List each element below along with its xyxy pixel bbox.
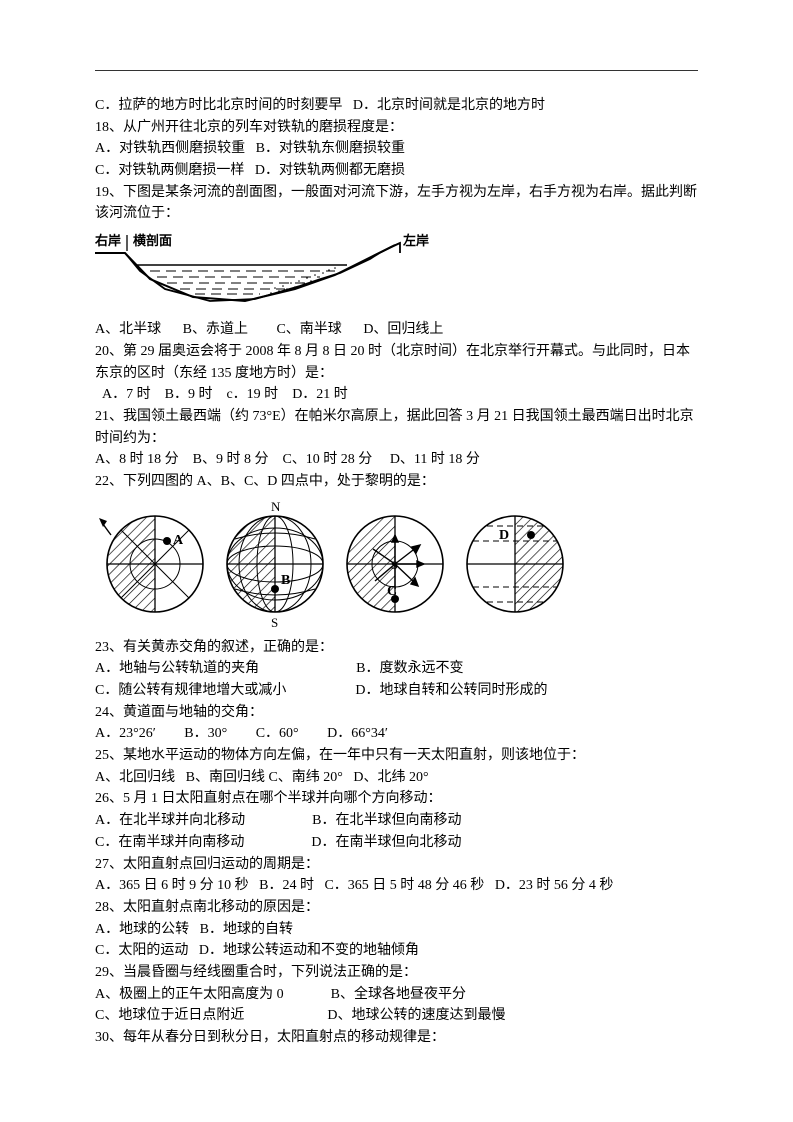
q17-opt-d: D．北京时间就是北京的地方时 xyxy=(353,98,545,113)
q29-opts-r1: A、极圈上的正午太阳高度为 0 B、全球各地昼夜平分 xyxy=(95,984,698,1006)
q24-options: A．23°26′ B．30° C．60° D．66°34′ xyxy=(95,723,698,745)
globe-d: D xyxy=(467,516,563,612)
q26-opts-r1: A．在北半球并向北移动 B．在北半球但向南移动 xyxy=(95,810,698,832)
q30-stem: 30、每年从春分日到秋分日，太阳直射点的移动规律是： xyxy=(95,1027,698,1049)
q21-stem: 21、我国领土最西端（约 73°E）在帕米尔高原上，据此回答 3 月 21 日我… xyxy=(95,406,698,449)
q27-opt-d: D．23 时 56 分 4 秒 xyxy=(495,878,614,893)
q26-opts-r2: C．在南半球并向南移动 D．在南半球但向北移动 xyxy=(95,832,698,854)
q18-opt-b: B．对铁轨东侧磨损较重 xyxy=(256,141,405,156)
q27-opt-b: B．24 时 xyxy=(259,878,314,893)
q29-stem: 29、当晨昏圈与经线圈重合时，下列说法正确的是： xyxy=(95,962,698,984)
label-d: D xyxy=(499,528,509,543)
q17-opt-c: C．拉萨的地方时比北京时间的时刻要早 xyxy=(95,98,342,113)
river-bank-left-line xyxy=(95,243,400,301)
label-center-s: S xyxy=(391,558,398,572)
q27-stem: 27、太阳直射点回归运动的周期是： xyxy=(95,854,698,876)
q29-opt-b: B、全球各地昼夜平分 xyxy=(331,987,466,1002)
q19-opt-c: C、南半球 xyxy=(276,322,341,337)
q28-opts-r1: A．地球的公转 B．地球的自转 xyxy=(95,919,698,941)
q18-opt-d: D．对铁轨两侧都无磨损 xyxy=(255,163,405,178)
q24-opt-c: C．60° xyxy=(256,726,299,741)
q23-opts-r1: A．地轴与公转轨道的夹角 B．度数永远不变 xyxy=(95,658,698,680)
river-svg: 右岸 横剖面 左岸 xyxy=(95,231,435,311)
q18-stem: 18、从广州开往北京的列车对铁轨的磨损程度是： xyxy=(95,117,698,139)
q27-opt-a: A．365 日 6 时 9 分 10 秒 xyxy=(95,878,249,893)
q29-opts-r2: C、地球位于近日点附近 D、地球公转的速度达到最慢 xyxy=(95,1005,698,1027)
q24-opt-d: D．66°34′ xyxy=(327,726,388,741)
q20-options: A．7 时 B．9 时 c．19 时 D．21 时 xyxy=(95,384,698,406)
label-a: A xyxy=(173,533,184,548)
q24-opt-b: B．30° xyxy=(184,726,227,741)
q28-opt-b: B．地球的自转 xyxy=(200,922,293,937)
q20-opt-d: D．21 时 xyxy=(292,387,348,402)
q24-stem: 24、黄道面与地轴的交角： xyxy=(95,702,698,724)
q26-opt-b: B．在北半球但向南移动 xyxy=(312,813,461,828)
q25-opt-c: C、南纬 20° xyxy=(268,770,342,785)
content: C．拉萨的地方时比北京时间的时刻要早 D．北京时间就是北京的地方时 18、从广州… xyxy=(95,70,698,1049)
q26-opt-a: A．在北半球并向北移动 xyxy=(95,813,245,828)
q25-opt-a: A、北回归线 xyxy=(95,770,175,785)
q21-opt-d: D、11 时 18 分 xyxy=(390,452,480,467)
q17-options: C．拉萨的地方时比北京时间的时刻要早 D．北京时间就是北京的地方时 xyxy=(95,95,698,117)
q23-stem: 23、有关黄赤交角的叙述，正确的是： xyxy=(95,637,698,659)
q26-opt-c: C．在南半球并向南移动 xyxy=(95,835,244,850)
river-left-bank-label: 左岸 xyxy=(403,233,429,248)
q18-opts-row1: A．对铁轨西侧磨损较重 B．对铁轨东侧磨损较重 xyxy=(95,138,698,160)
globes-svg: A N xyxy=(95,499,595,629)
river-right-bank-label: 右岸 xyxy=(95,233,121,248)
q23-opt-d: D．地球自转和公转同时形成的 xyxy=(355,683,547,698)
q25-options: A、北回归线 B、南回归线 C、南纬 20° D、北纬 20° xyxy=(95,767,698,789)
q23-opts-r2: C．随公转有规律地增大或减小 D．地球自转和公转同时形成的 xyxy=(95,680,698,702)
header-rule xyxy=(95,70,698,71)
q21-options: A、8 时 18 分 B、9 时 8 分 C、10 时 28 分 D、11 时 … xyxy=(95,449,698,471)
globe-a: A xyxy=(99,516,203,612)
q21-opt-a: A、8 时 18 分 xyxy=(95,452,179,467)
q20-opt-b: B．9 时 xyxy=(165,387,213,402)
q25-opt-b: B、南回归线 xyxy=(186,770,265,785)
q20-stem: 20、第 29 届奥运会将于 2008 年 8 月 8 日 20 时（北京时间）… xyxy=(95,341,698,384)
q23-opt-c: C．随公转有规律地增大或减小 xyxy=(95,683,286,698)
q27-opt-c: C．365 日 5 时 48 分 46 秒 xyxy=(324,878,484,893)
q29-opt-c: C、地球位于近日点附近 xyxy=(95,1008,244,1023)
label-c: C xyxy=(387,584,397,599)
river-cross-section-label: 横剖面 xyxy=(133,233,172,248)
globe-c: S C xyxy=(347,516,443,612)
q18-opt-a: A．对铁轨西侧磨损较重 xyxy=(95,141,245,156)
q23-opt-b: B．度数永远不变 xyxy=(356,661,463,676)
exam-page: C．拉萨的地方时比北京时间的时刻要早 D．北京时间就是北京的地方时 18、从广州… xyxy=(0,0,793,1122)
q19-opt-a: A、北半球 xyxy=(95,322,161,337)
globe-b: N B S xyxy=(227,499,323,629)
q19-opt-d: D、回归线上 xyxy=(363,322,443,337)
q25-opt-d: D、北纬 20° xyxy=(353,770,428,785)
q18-opt-c: C．对铁轨两侧磨损一样 xyxy=(95,163,244,178)
q25-stem: 25、某地水平运动的物体方向左偏，在一年中只有一天太阳直射，则该地位于： xyxy=(95,745,698,767)
q20-opt-a: A．7 时 xyxy=(102,387,151,402)
q24-opt-a: A．23°26′ xyxy=(95,726,156,741)
q28-opt-a: A．地球的公转 xyxy=(95,922,189,937)
q26-opt-d: D．在南半球但向北移动 xyxy=(311,835,461,850)
label-n: N xyxy=(271,499,281,514)
q28-opts-r2: C．太阳的运动 D．地球公转运动和不变的地轴倾角 xyxy=(95,940,698,962)
q19-opt-b: B、赤道上 xyxy=(183,322,248,337)
q22-stem: 22、下列四图的 A、B、C、D 四点中，处于黎明的是： xyxy=(95,471,698,493)
q19-stem: 19、下图是某条河流的剖面图，一般面对河流下游，左手方视为左岸，右手方视为右岸。… xyxy=(95,182,698,225)
q27-options: A．365 日 6 时 9 分 10 秒 B．24 时 C．365 日 5 时 … xyxy=(95,875,698,897)
q19-options: A、北半球 B、赤道上 C、南半球 D、回归线上 xyxy=(95,319,698,341)
q28-opt-c: C．太阳的运动 xyxy=(95,943,188,958)
q28-opt-d: D．地球公转运动和不变的地轴倾角 xyxy=(199,943,419,958)
q23-opt-a: A．地轴与公转轨道的夹角 xyxy=(95,661,259,676)
river-cross-section-figure: 右岸 横剖面 左岸 xyxy=(95,231,698,311)
label-s: S xyxy=(271,615,278,629)
q29-opt-d: D、地球公转的速度达到最慢 xyxy=(327,1008,505,1023)
q20-opt-c: c．19 时 xyxy=(226,387,278,402)
q29-opt-a: A、极圈上的正午太阳高度为 0 xyxy=(95,987,284,1002)
q26-stem: 26、5 月 1 日太阳直射点在哪个半球并向哪个方向移动： xyxy=(95,788,698,810)
q21-opt-b: B、9 时 8 分 xyxy=(193,452,269,467)
q28-stem: 28、太阳直射点南北移动的原因是： xyxy=(95,897,698,919)
label-b: B xyxy=(281,573,290,588)
globes-figure: A N xyxy=(95,499,698,629)
river-bed-outline xyxy=(95,245,395,301)
q18-opts-row2: C．对铁轨两侧磨损一样 D．对铁轨两侧都无磨损 xyxy=(95,160,698,182)
q21-opt-c: C、10 时 28 分 xyxy=(282,452,372,467)
